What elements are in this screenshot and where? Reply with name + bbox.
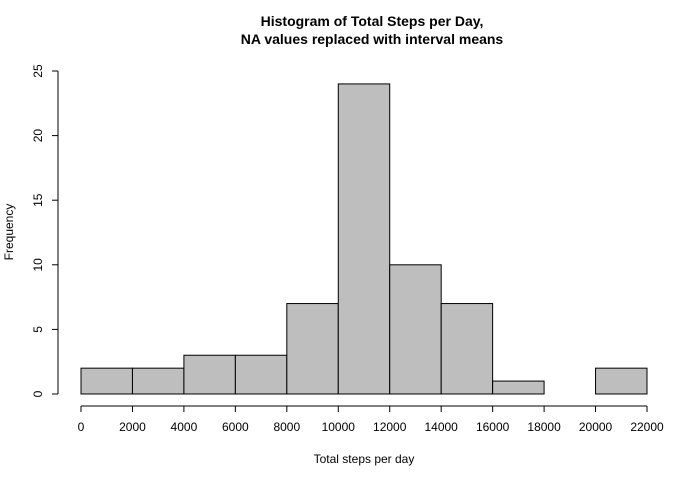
x-tick-label: 12000 [373,420,407,434]
histogram-bar [286,303,339,395]
chart-subtitle: NA values replaced with interval means [241,31,504,47]
x-tick-label: 4000 [171,420,198,434]
x-axis-label: Total steps per day [314,452,415,466]
y-tick-label: 5 [31,326,45,333]
x-tick-label: 0 [78,420,85,434]
x-tick-label: 20000 [579,420,613,434]
histogram-bar [337,83,391,395]
x-tick-label: 8000 [273,420,300,434]
histogram-bar [389,264,442,395]
bars-group [80,83,648,395]
x-tick-label: 14000 [424,420,458,434]
x-tick-label: 22000 [630,420,664,434]
y-tick-label: 0 [31,390,45,397]
x-tick-label: 18000 [527,420,561,434]
histogram-bar [234,354,288,395]
y-tick-label: 10 [31,258,45,272]
y-axis-label: Frequency [2,204,16,261]
histogram-bar [492,380,545,395]
histogram-bar [595,367,648,395]
x-tick-label: 6000 [222,420,249,434]
chart-title: Histogram of Total Steps per Day, [261,13,484,29]
x-tick-label: 16000 [476,420,510,434]
histogram-bar [183,354,236,395]
y-axis: 0 5 10 15 20 25 [31,64,59,397]
y-tick-label: 25 [31,64,45,78]
x-tick-label: 10000 [322,420,356,434]
y-tick-label: 20 [31,129,45,143]
histogram-bar [131,367,185,395]
x-axis: 0 2000 4000 6000 8000 10000 12000 14000 16000 180… [78,405,664,434]
histogram-bar [80,367,133,395]
x-tick-label: 2000 [119,420,146,434]
y-tick-label: 15 [31,193,45,207]
histogram-bar [440,303,494,395]
